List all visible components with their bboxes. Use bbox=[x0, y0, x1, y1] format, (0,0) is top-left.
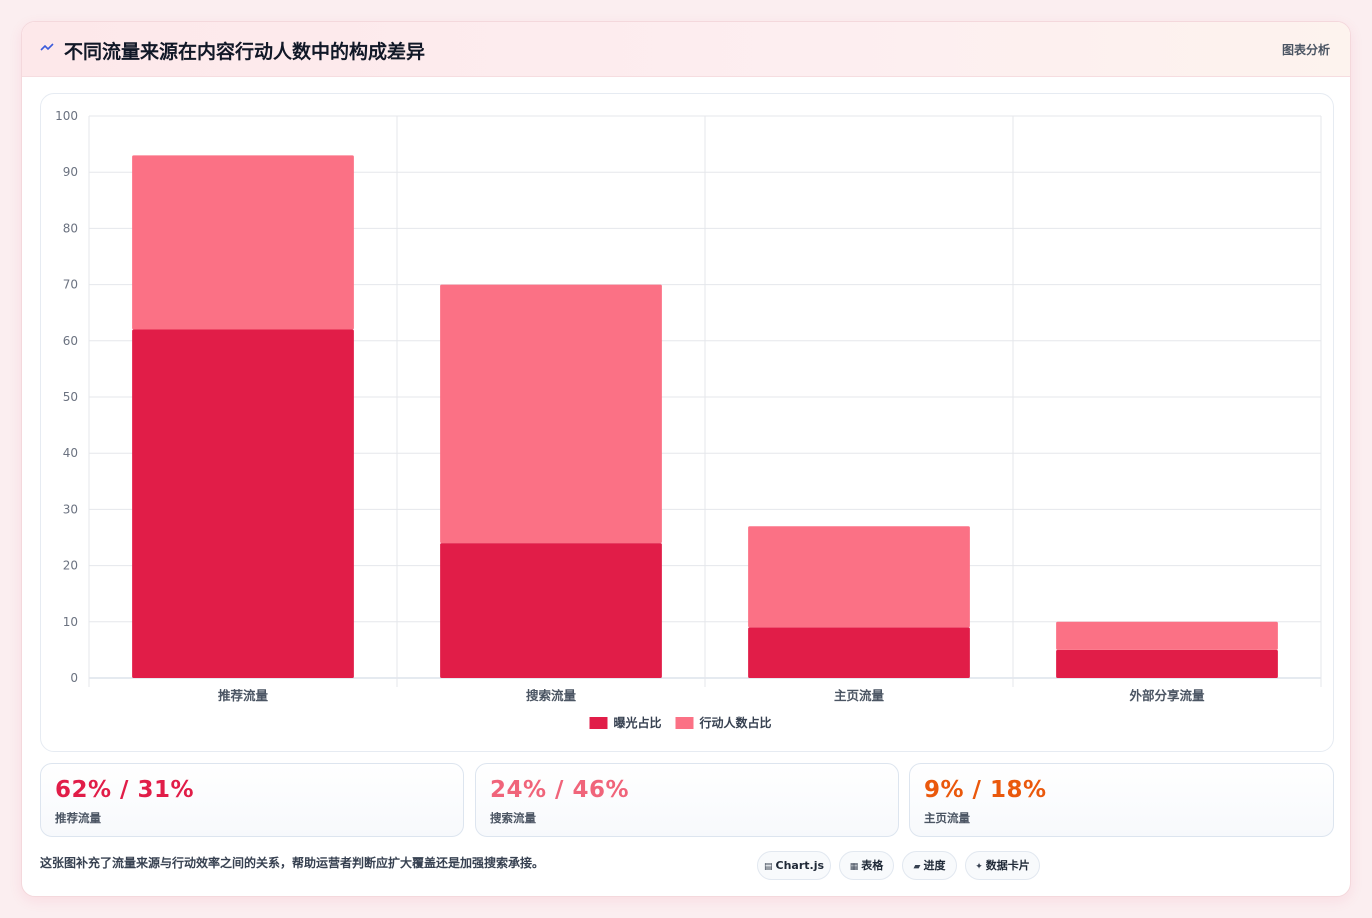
bar bbox=[132, 155, 354, 330]
y-tick-label: 100 bbox=[55, 109, 78, 123]
stat-label: 主页流量 bbox=[924, 811, 970, 825]
y-tick-label: 30 bbox=[63, 502, 78, 516]
bar bbox=[132, 329, 354, 678]
stat-card-recommend: 62% / 31% 推荐流量 bbox=[40, 763, 464, 837]
stat-card-homepage: 9% / 18% 主页流量 bbox=[909, 763, 1334, 837]
page-title: 不同流量来源在内容行动人数中的构成差异 bbox=[64, 41, 426, 63]
x-tick-label: 推荐流量 bbox=[218, 688, 269, 703]
chart-container: 0 10 20 30 40 50 60 70 80 90 100 推荐流量 搜索流量 主页流量 外部分享流量… bbox=[40, 93, 1334, 752]
x-tick-label: 主页流量 bbox=[834, 688, 885, 703]
legend-swatch bbox=[675, 717, 694, 729]
card-header: 不同流量来源在内容行动人数中的构成差异 图表分析 bbox=[22, 22, 1350, 77]
y-tick-label: 10 bbox=[63, 615, 78, 629]
stacked-bar-chart: 0 10 20 30 40 50 60 70 80 90 100 推荐流量 搜索流量 主页流量 外部分享流量… bbox=[55, 109, 1322, 730]
stat-card-search: 24% / 46% 搜索流量 bbox=[475, 763, 899, 837]
stat-value: 62% / 31% bbox=[55, 777, 195, 803]
stat-value: 9% / 18% bbox=[924, 777, 1047, 803]
chart-card: 不同流量来源在内容行动人数中的构成差异 图表分析 0 10 20 30 40 50 60 70… bbox=[21, 21, 1351, 897]
chip-label: 数据卡片 bbox=[985, 859, 1030, 872]
chip-label: 进度 bbox=[923, 859, 946, 872]
legend-swatch bbox=[589, 717, 608, 729]
chart-icon: ▤ bbox=[763, 862, 773, 872]
y-tick-label: 50 bbox=[63, 390, 78, 404]
bar bbox=[440, 543, 662, 678]
y-tick-label: 60 bbox=[63, 334, 78, 348]
y-tick-label: 20 bbox=[63, 559, 78, 573]
stat-value: 24% / 46% bbox=[490, 777, 630, 803]
sparkle-icon: ✦ bbox=[975, 862, 983, 872]
y-tick-label: 70 bbox=[63, 278, 78, 292]
progress-icon: ▰ bbox=[913, 862, 921, 872]
y-tick-label: 90 bbox=[63, 165, 78, 179]
chip-progress[interactable]: ▰ 进度 bbox=[902, 851, 957, 880]
chip-chartjs[interactable]: ▤ Chart.js bbox=[757, 851, 831, 880]
bar bbox=[1056, 649, 1278, 678]
bar bbox=[748, 526, 970, 628]
bar bbox=[440, 284, 662, 544]
chip-data-card[interactable]: ✦ 数据卡片 bbox=[965, 851, 1040, 880]
chip-label: Chart.js bbox=[775, 859, 825, 872]
legend-label: 行动人数占比 bbox=[699, 715, 772, 730]
wave-icon bbox=[40, 41, 56, 57]
y-tick-label: 0 bbox=[70, 671, 78, 685]
x-tick-label: 外部分享流量 bbox=[1128, 688, 1205, 703]
stat-label: 搜索流量 bbox=[490, 811, 536, 825]
bar bbox=[748, 627, 970, 678]
x-tick-label: 搜索流量 bbox=[526, 688, 577, 703]
stat-label: 推荐流量 bbox=[55, 811, 101, 825]
bar bbox=[1056, 621, 1278, 650]
chart-analysis-tag[interactable]: 图表分析 bbox=[1281, 43, 1330, 57]
chip-label: 表格 bbox=[861, 859, 884, 872]
table-icon: ▦ bbox=[849, 862, 859, 872]
chip-table[interactable]: ▦ 表格 bbox=[839, 851, 894, 880]
y-tick-label: 80 bbox=[63, 221, 78, 235]
y-tick-label: 40 bbox=[63, 446, 78, 460]
legend-label: 曝光占比 bbox=[614, 715, 662, 730]
footnote: 这张图补充了流量来源与行动效率之间的关系，帮助运营者判断应扩大覆盖还是加强搜索承… bbox=[40, 856, 545, 870]
